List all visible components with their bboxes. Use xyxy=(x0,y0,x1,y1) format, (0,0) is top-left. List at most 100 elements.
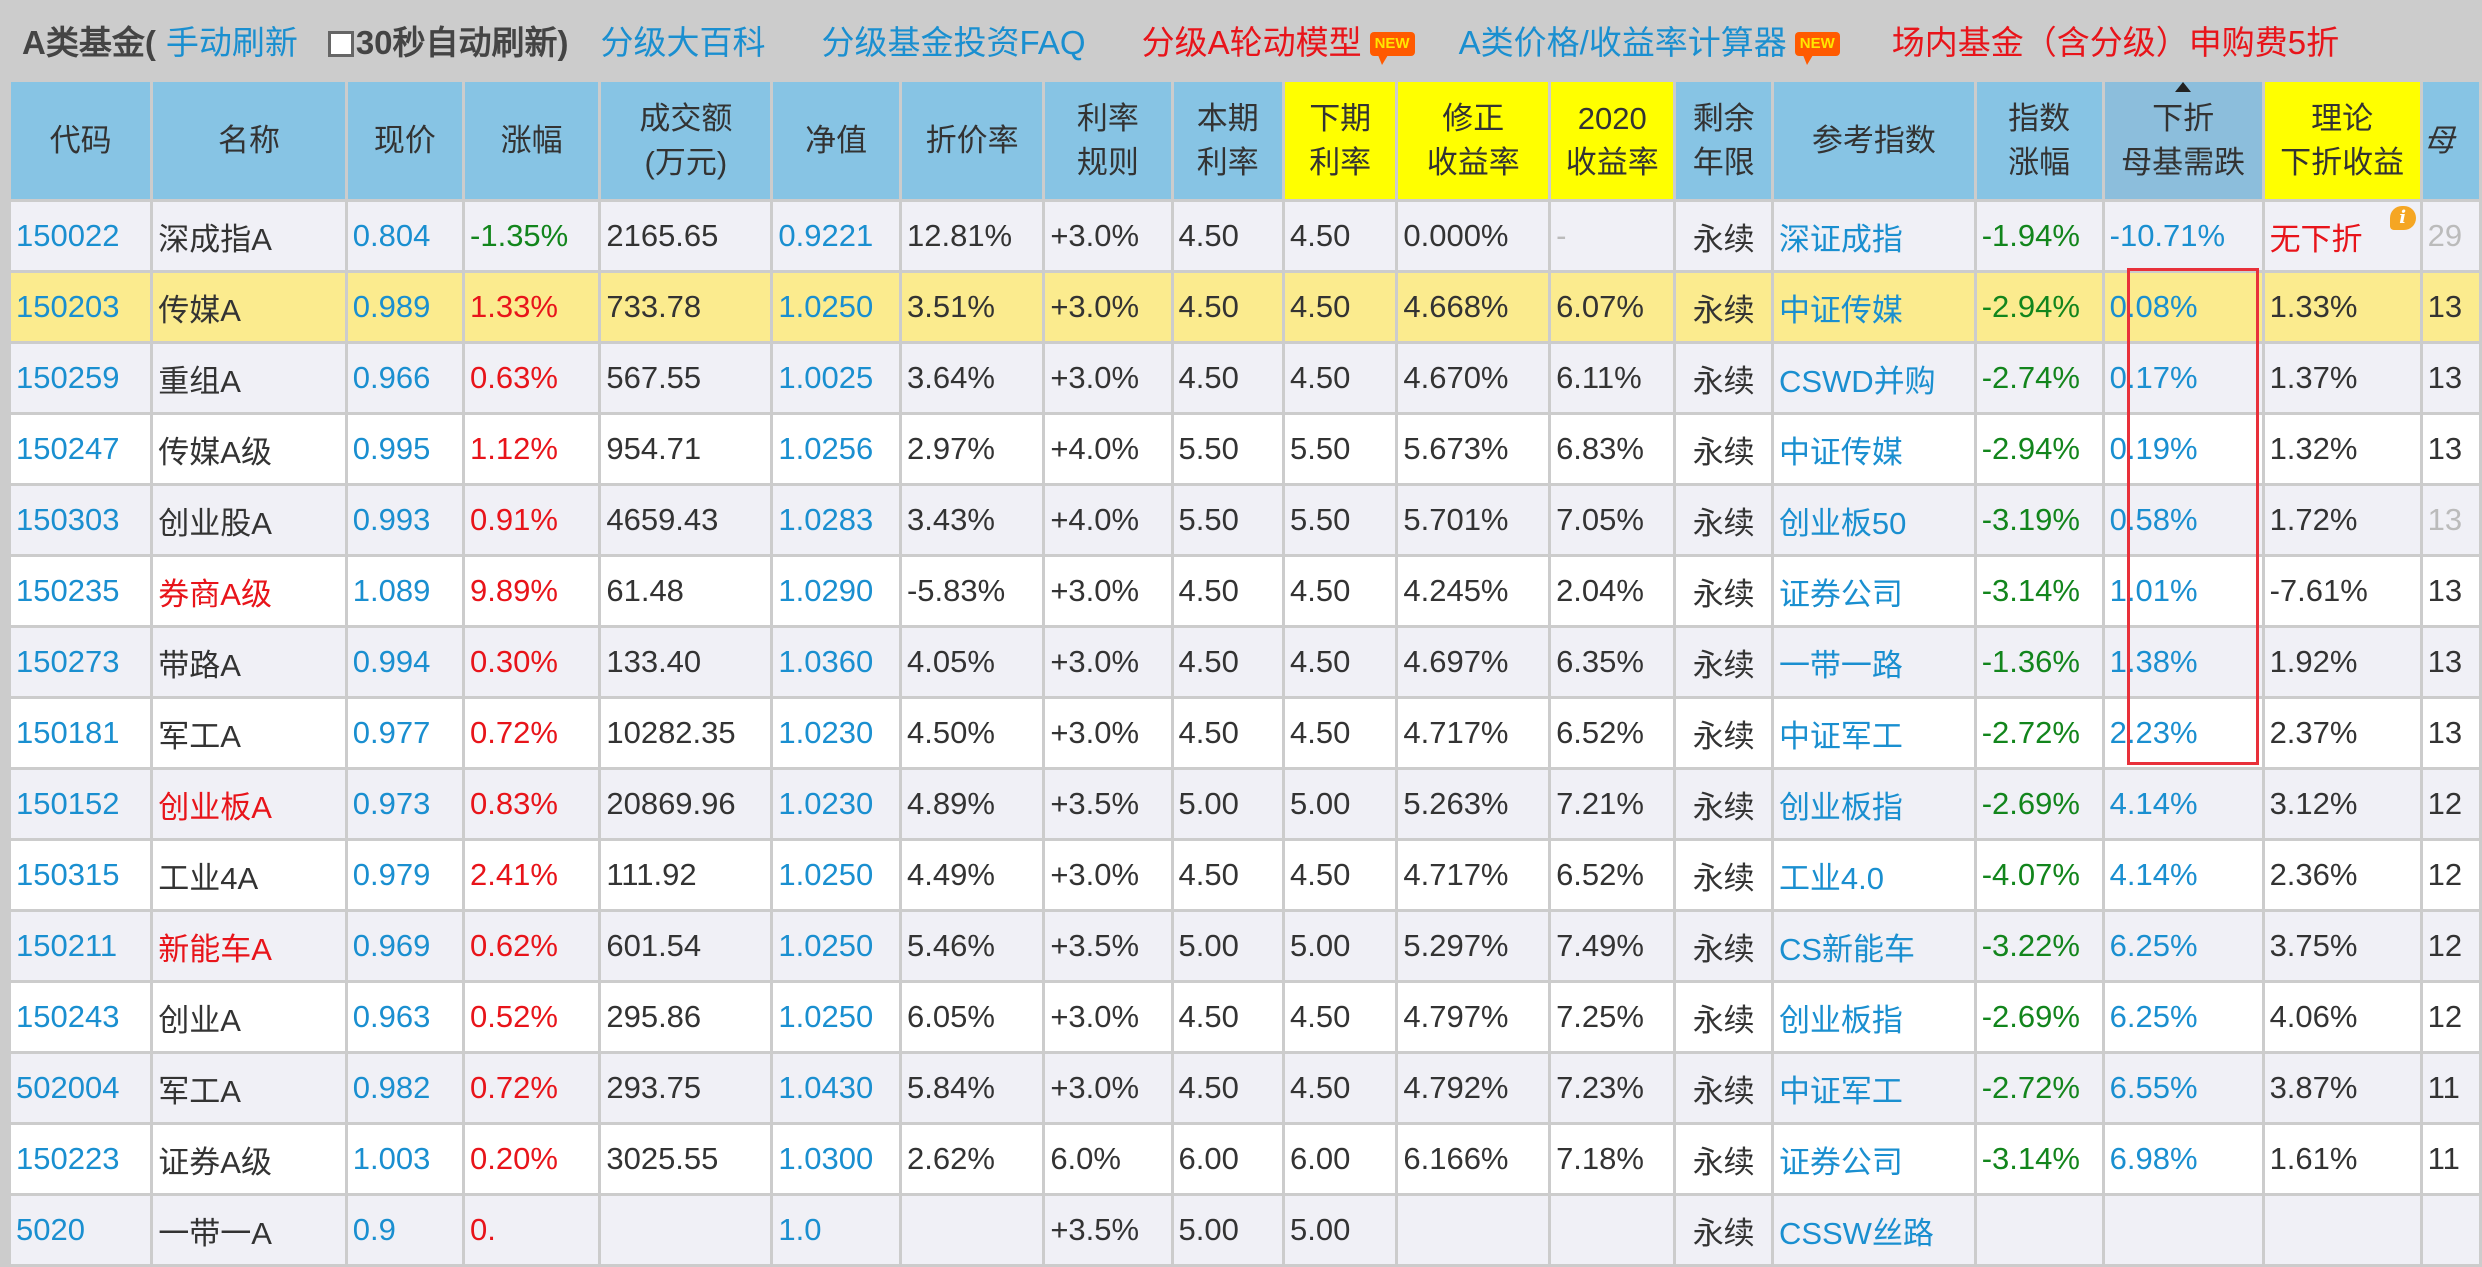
auto-refresh-label: 30秒自动刷新) xyxy=(355,23,569,61)
cell-cur-rate: 4.50 xyxy=(1170,625,1286,699)
cell-name[interactable]: 一带一A xyxy=(150,1193,348,1267)
cell-code[interactable]: 150203 xyxy=(7,270,154,344)
link-rotation-model[interactable]: 分级A轮动模型 xyxy=(1141,23,1362,61)
column-header-price[interactable]: 现价 xyxy=(344,79,466,202)
cell-ref-index[interactable]: CSWD并购 xyxy=(1770,341,1977,415)
cell-code[interactable]: 502004 xyxy=(7,1051,154,1125)
cell-code[interactable]: 150223 xyxy=(7,1122,154,1196)
link-yield-calculator[interactable]: A类价格/收益率计算器 xyxy=(1458,23,1787,61)
link-fenji-encyclopedia[interactable]: 分级大百科 xyxy=(600,23,766,61)
cell-ref-index[interactable]: 工业4.0 xyxy=(1770,838,1977,912)
cell-code[interactable]: 150303 xyxy=(7,483,154,557)
column-header-adj-yield[interactable]: 修正 收益率 xyxy=(1395,79,1552,202)
table-row[interactable]: 150243 创业A 0.963 0.52% 295.86 1.0250 6.05% +3.0… xyxy=(7,980,2482,1054)
column-header-down-trigger[interactable]: 下折 母基需跌 xyxy=(2101,79,2265,202)
table-row[interactable]: 150211 新能车A 0.969 0.62% 601.54 1.0250 5.46% +3.… xyxy=(7,909,2482,983)
cell-code[interactable]: 150152 xyxy=(7,767,154,841)
cell-name[interactable]: 传媒A级 xyxy=(150,412,348,486)
cell-name[interactable]: 证券A级 xyxy=(150,1122,348,1196)
table-row[interactable]: 150152 创业板A 0.973 0.83% 20869.96 1.0230 4.89% +… xyxy=(7,767,2482,841)
table-row[interactable]: 5020 一带一A 0.9 0. 1.0 +3.5% 5.00 5.00 永续 CSSW丝路 xyxy=(7,1193,2482,1267)
column-header-discount[interactable]: 折价率 xyxy=(898,79,1046,202)
cell-code[interactable]: 150273 xyxy=(7,625,154,699)
table-row[interactable]: 150223 证券A级 1.003 0.20% 3025.55 1.0300 2.62% 6.… xyxy=(7,1122,2482,1196)
column-header-nav[interactable]: 净值 xyxy=(770,79,902,202)
table-row[interactable]: 150247 传媒A级 0.995 1.12% 954.71 1.0256 2.97% +4.… xyxy=(7,412,2482,486)
column-header-remaining[interactable]: 剩余 年限 xyxy=(1673,79,1774,202)
cell-name[interactable]: 券商A级 xyxy=(150,554,348,628)
cell-ref-index[interactable]: 中证传媒 xyxy=(1770,270,1977,344)
table-row[interactable]: 502004 军工A 0.982 0.72% 293.75 1.0430 5.84% +3.0… xyxy=(7,1051,2482,1125)
column-header-yield-2020[interactable]: 2020 收益率 xyxy=(1548,79,1677,202)
cell-ref-index[interactable]: 证券公司 xyxy=(1770,554,1977,628)
cell-name[interactable]: 创业股A xyxy=(150,483,348,557)
column-header-code[interactable]: 代码 xyxy=(7,79,154,202)
auto-refresh-control[interactable]: 30秒自动刷新) xyxy=(326,16,569,64)
column-header-label: 指数 xyxy=(2008,100,2071,136)
manual-refresh-link[interactable]: 手动刷新 xyxy=(165,23,298,61)
cell-ref-index[interactable]: 中证军工 xyxy=(1770,696,1977,770)
cell-next-rate: 4.50 xyxy=(1282,1051,1399,1125)
cell-change: 0.30% xyxy=(462,625,602,699)
cell-name[interactable]: 创业A xyxy=(150,980,348,1054)
column-header-cur-rate[interactable]: 本期 利率 xyxy=(1170,79,1286,202)
cell-code[interactable]: 150259 xyxy=(7,341,154,415)
table-row[interactable]: 150303 创业股A 0.993 0.91% 4659.43 1.0283 3.43% +4… xyxy=(7,483,2482,557)
cell-code[interactable]: 150315 xyxy=(7,838,154,912)
cell-name[interactable]: 创业板A xyxy=(150,767,348,841)
info-icon[interactable]: i xyxy=(2389,206,2416,230)
cell-ref-index[interactable]: CSSW丝路 xyxy=(1770,1193,1977,1267)
cell-name[interactable]: 工业4A xyxy=(150,838,348,912)
cell-name[interactable]: 新能车A xyxy=(150,909,348,983)
auto-refresh-checkbox[interactable] xyxy=(327,30,354,57)
cell-name[interactable]: 传媒A xyxy=(150,270,348,344)
cell-code[interactable]: 150247 xyxy=(7,412,154,486)
table-row[interactable]: 150273 带路A 0.994 0.30% 133.40 1.0360 4.05% +3.0… xyxy=(7,625,2482,699)
cell-name[interactable]: 带路A xyxy=(150,625,348,699)
column-header-volume[interactable]: 成交额 (万元) xyxy=(598,79,774,202)
table-row[interactable]: 150315 工业4A 0.979 2.41% 111.92 1.0250 4.49% +3.… xyxy=(7,838,2482,912)
cell-ref-index[interactable]: 创业板指 xyxy=(1770,767,1977,841)
column-header-name[interactable]: 名称 xyxy=(150,79,348,202)
cell-cur-rate: 4.50 xyxy=(1170,980,1286,1054)
cell-name[interactable]: 军工A xyxy=(150,696,348,770)
cell-ref-index[interactable]: 中证传媒 xyxy=(1770,412,1977,486)
cell-code[interactable]: 150243 xyxy=(7,980,154,1054)
cell-cur-rate: 5.50 xyxy=(1170,483,1286,557)
cell-theory-yield: 3.12% xyxy=(2261,767,2423,841)
column-header-theory-yield[interactable]: 理论 下折收益 xyxy=(2261,79,2423,202)
cell-next-rate: 4.50 xyxy=(1282,270,1399,344)
table-row[interactable]: 150203 传媒A 0.989 1.33% 733.78 1.0250 3.51% +3.0… xyxy=(7,270,2482,344)
cell-ref-index[interactable]: 一带一路 xyxy=(1770,625,1977,699)
cell-code[interactable]: 150181 xyxy=(7,696,154,770)
link-calculator-wrap[interactable]: A类价格/收益率计算器 NEW xyxy=(1458,16,1840,65)
link-subscription-discount[interactable]: 场内基金（含分级）申购费5折 xyxy=(1891,23,2340,61)
table-row[interactable]: 150259 重组A 0.966 0.63% 567.55 1.0025 3.64% +3.0… xyxy=(7,341,2482,415)
link-fenji-faq[interactable]: 分级基金投资FAQ xyxy=(821,23,1086,61)
column-header-parent[interactable]: 母 xyxy=(2419,79,2482,202)
column-header-next-rate[interactable]: 下期 利率 xyxy=(1282,79,1399,202)
table-row[interactable]: 150181 军工A 0.977 0.72% 10282.35 1.0230 4.50% +3… xyxy=(7,696,2482,770)
cell-ref-index[interactable]: 中证军工 xyxy=(1770,1051,1977,1125)
cell-code[interactable]: 150022 xyxy=(7,199,154,273)
cell-name[interactable]: 军工A xyxy=(150,1051,348,1125)
cell-name[interactable]: 深成指A xyxy=(150,199,348,273)
cell-code[interactable]: 5020 xyxy=(7,1193,154,1267)
column-header-rate-rule[interactable]: 利率 规则 xyxy=(1042,79,1174,202)
cell-ref-index[interactable]: 深证成指 xyxy=(1770,199,1977,273)
link-rotation-model-wrap[interactable]: 分级A轮动模型 NEW xyxy=(1141,16,1415,65)
cell-ref-index[interactable]: 创业板50 xyxy=(1770,483,1977,557)
cell-index-change: -3.14% xyxy=(1973,1122,2105,1196)
cell-yield-2020: 6.11% xyxy=(1548,341,1677,415)
column-header-ref-index[interactable]: 参考指数 xyxy=(1770,79,1977,202)
cell-ref-index[interactable]: 创业板指 xyxy=(1770,980,1977,1054)
cell-ref-index[interactable]: CS新能车 xyxy=(1770,909,1977,983)
table-row[interactable]: 150235 券商A级 1.089 9.89% 61.48 1.0290 -5.83% +3.… xyxy=(7,554,2482,628)
cell-code[interactable]: 150235 xyxy=(7,554,154,628)
table-row[interactable]: 150022 深成指A 0.804 -1.35% 2165.65 0.9221 12.81%… xyxy=(7,199,2482,273)
column-header-change[interactable]: 涨幅 xyxy=(462,79,602,202)
column-header-index-change[interactable]: 指数 涨幅 xyxy=(1973,79,2105,202)
cell-name[interactable]: 重组A xyxy=(150,341,348,415)
cell-ref-index[interactable]: 证券公司 xyxy=(1770,1122,1977,1196)
cell-code[interactable]: 150211 xyxy=(7,909,154,983)
